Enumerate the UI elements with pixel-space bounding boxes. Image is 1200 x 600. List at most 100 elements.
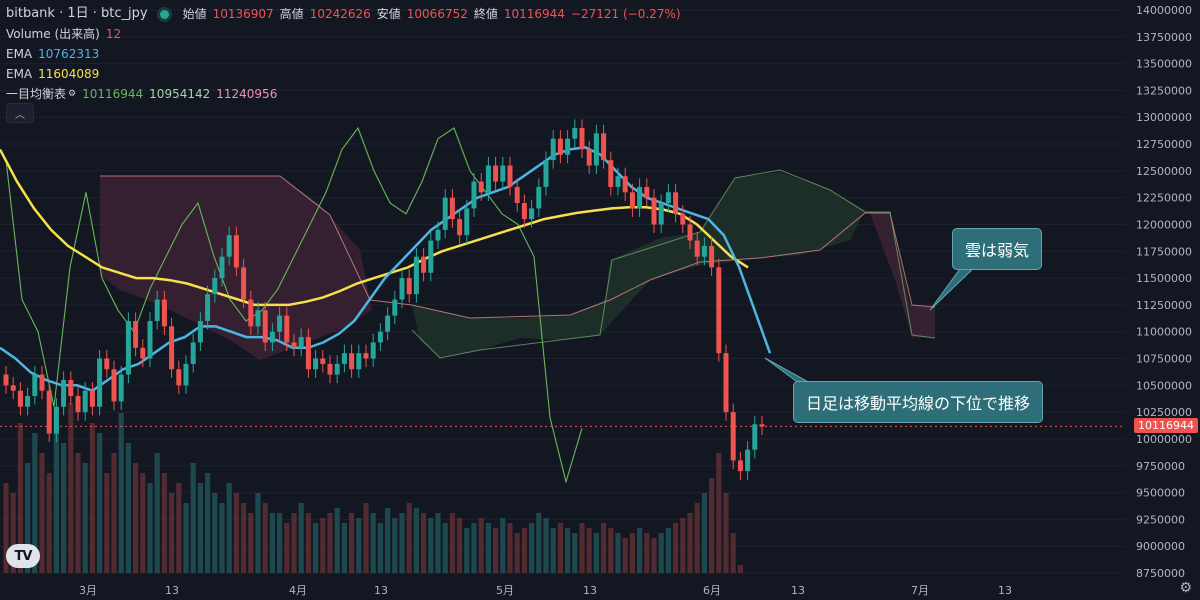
candle-body bbox=[68, 379, 74, 397]
candle-body bbox=[10, 385, 16, 391]
volume-bar bbox=[241, 503, 247, 573]
low-value: 10066752 bbox=[406, 7, 468, 21]
volume-row[interactable]: Volume (出来高) 12 bbox=[6, 24, 681, 44]
candle-body bbox=[615, 176, 621, 187]
volume-bar bbox=[680, 518, 686, 573]
volume-bar bbox=[536, 513, 542, 573]
candle-body bbox=[89, 390, 95, 407]
candle-body bbox=[579, 127, 585, 150]
candle-body bbox=[176, 369, 182, 386]
volume-bar bbox=[125, 443, 131, 573]
x-tick-label: 7月 bbox=[911, 584, 929, 597]
candle-body bbox=[255, 310, 261, 327]
time-axis[interactable]: 3月 13 4月 13 5月 13 6月 13 7月 13 bbox=[79, 584, 1012, 597]
candle-body bbox=[435, 229, 441, 241]
candle-body bbox=[521, 203, 527, 220]
candle-body bbox=[363, 353, 369, 359]
candle-body bbox=[716, 267, 722, 354]
y-tick-label: 11750000 bbox=[1136, 245, 1192, 258]
candle-body bbox=[3, 374, 9, 386]
candle-body bbox=[46, 390, 52, 434]
candle-body bbox=[233, 235, 239, 268]
candle-body bbox=[723, 353, 729, 413]
volume-bar bbox=[161, 473, 167, 573]
candle-body bbox=[334, 363, 340, 375]
candle-body bbox=[449, 197, 455, 220]
ichimoku-value-2: 10954142 bbox=[149, 87, 211, 101]
volume-bar bbox=[75, 453, 81, 573]
candle-body bbox=[543, 160, 549, 187]
candle-body bbox=[370, 342, 376, 359]
volume-bars bbox=[3, 403, 743, 573]
x-tick-label: 13 bbox=[998, 584, 1012, 597]
y-tick-label: 12000000 bbox=[1136, 218, 1192, 231]
chevron-up-icon: ︿ bbox=[15, 109, 25, 121]
y-tick-label: 12500000 bbox=[1136, 165, 1192, 178]
candle-body bbox=[327, 363, 333, 375]
y-tick-label: 10500000 bbox=[1136, 379, 1192, 392]
candle-body bbox=[586, 149, 592, 166]
ema-fast-label: EMA bbox=[6, 47, 33, 61]
collapse-legend-button[interactable]: ︿ bbox=[6, 103, 34, 123]
candle-body bbox=[709, 245, 715, 268]
gear-icon[interactable]: ⚙ bbox=[1179, 580, 1192, 596]
ema-slow-row[interactable]: EMA 11604089 bbox=[6, 64, 681, 84]
volume-bar bbox=[608, 528, 614, 573]
price-axis[interactable]: 14000000 13750000 13500000 13250000 13000000… bbox=[1136, 4, 1192, 580]
volume-bar bbox=[701, 493, 707, 573]
volume-bar bbox=[82, 463, 88, 573]
high-value: 10242626 bbox=[309, 7, 371, 21]
volume-bar bbox=[89, 423, 95, 573]
ema-fast-row[interactable]: EMA 10762313 bbox=[6, 44, 681, 64]
candle-body bbox=[457, 219, 463, 236]
candle-body bbox=[111, 369, 117, 402]
candle-body bbox=[622, 176, 628, 193]
candle-body bbox=[629, 192, 635, 209]
volume-bar bbox=[485, 523, 491, 573]
candle-body bbox=[406, 278, 412, 295]
volume-bar bbox=[723, 493, 729, 573]
candle-body bbox=[205, 294, 211, 321]
volume-bar bbox=[183, 503, 189, 573]
open-label: 始値 bbox=[182, 7, 207, 21]
volume-bar bbox=[392, 518, 398, 573]
volume-bar bbox=[421, 513, 427, 573]
symbol-title[interactable]: bitbank · 1日 · btc_jpy bbox=[6, 6, 148, 21]
volume-bar bbox=[46, 473, 52, 573]
tradingview-logo[interactable]: TV bbox=[6, 544, 40, 568]
candle-body bbox=[687, 224, 693, 241]
volume-bar bbox=[226, 483, 232, 573]
volume-bar bbox=[399, 513, 405, 573]
volume-bar bbox=[327, 513, 333, 573]
y-tick-label: 13750000 bbox=[1136, 31, 1192, 44]
volume-bar bbox=[298, 503, 304, 573]
volume-bar bbox=[248, 513, 254, 573]
x-tick-label: 5月 bbox=[496, 584, 514, 597]
volume-bar bbox=[341, 523, 347, 573]
y-tick-label: 11250000 bbox=[1136, 299, 1192, 312]
candle-body bbox=[291, 342, 297, 348]
volume-bar bbox=[25, 463, 31, 573]
candle-body bbox=[593, 133, 599, 166]
ichimoku-label: 一目均衡表 bbox=[6, 87, 67, 101]
candle-body bbox=[644, 186, 650, 198]
close-value: 10116944 bbox=[503, 7, 565, 21]
volume-bar bbox=[687, 513, 693, 573]
candle-body bbox=[485, 165, 491, 193]
y-tick-label: 9500000 bbox=[1136, 487, 1185, 500]
candle-body bbox=[219, 256, 225, 279]
candle-body bbox=[701, 245, 707, 257]
volume-bar bbox=[385, 508, 391, 573]
y-tick-label: 11500000 bbox=[1136, 272, 1192, 285]
candle-body bbox=[320, 358, 326, 364]
volume-bar bbox=[111, 453, 117, 573]
volume-bar bbox=[709, 478, 715, 573]
candle-body bbox=[745, 449, 751, 472]
ichimoku-settings-icon[interactable]: ⚙ bbox=[68, 89, 77, 99]
volume-bar bbox=[572, 533, 578, 573]
candle-body bbox=[140, 347, 146, 359]
candle-body bbox=[39, 374, 45, 391]
ichimoku-row[interactable]: 一目均衡表 ⚙ 10116944 10954142 11240956 bbox=[6, 84, 681, 104]
volume-bar bbox=[464, 528, 470, 573]
